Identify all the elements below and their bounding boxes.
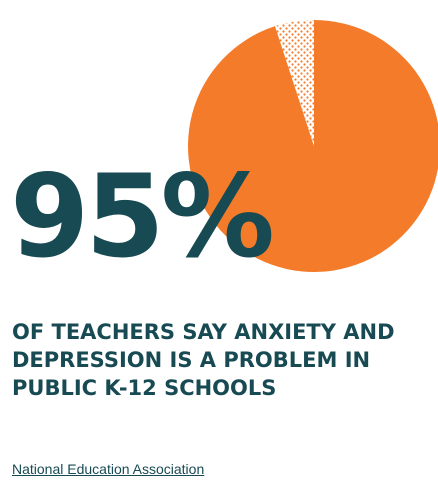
stat-caption: OF TEACHERS SAY ANXIETY AND DEPRESSION I… bbox=[12, 320, 395, 400]
pie-slice-1 bbox=[188, 20, 438, 272]
big-stat-value: 95% bbox=[10, 150, 275, 283]
pie-slice-2 bbox=[275, 20, 314, 146]
source-link[interactable]: National Education Association bbox=[12, 461, 205, 477]
